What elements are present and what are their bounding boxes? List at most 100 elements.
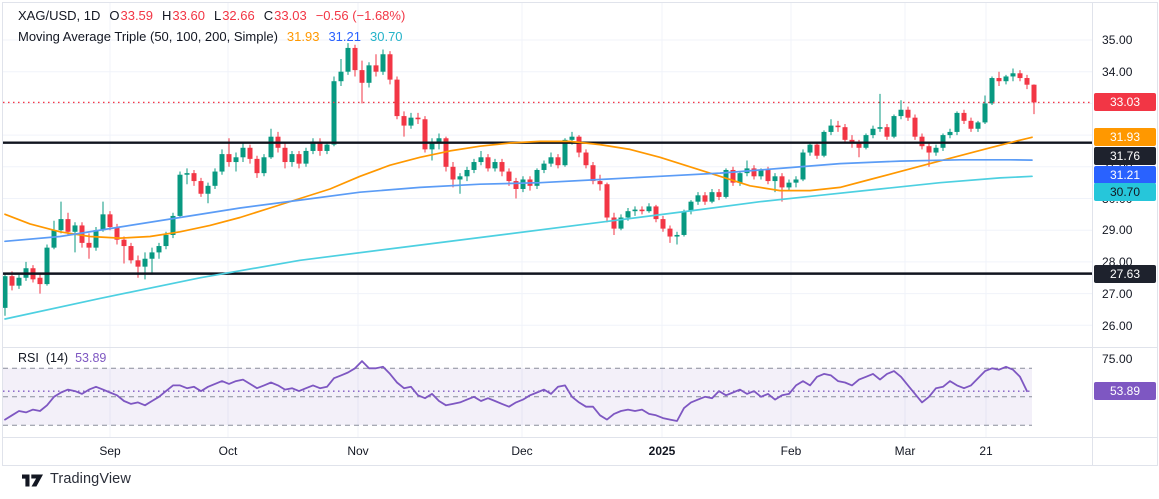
candle-body — [149, 252, 155, 259]
candle-body — [751, 168, 757, 177]
candle-body — [338, 71, 344, 82]
candle-body — [506, 171, 512, 182]
candle-body — [478, 157, 484, 163]
candle-body — [100, 214, 106, 231]
candle-body — [807, 144, 813, 153]
candle-body — [135, 260, 141, 267]
candle-body — [9, 276, 15, 286]
candle-body — [345, 47, 351, 72]
candle-body — [58, 219, 64, 231]
price-axis-label: 26.00 — [1102, 319, 1133, 333]
candle-body — [170, 215, 176, 235]
candle-body — [772, 176, 778, 182]
candle-body — [548, 157, 554, 164]
candle-body — [534, 169, 540, 186]
candle-body — [989, 78, 995, 104]
candle-body — [303, 150, 309, 164]
candle-body — [191, 173, 197, 182]
candle-body — [835, 125, 841, 128]
candle-body — [681, 211, 687, 235]
price-badge: 33.03 — [1094, 93, 1156, 111]
candle-body — [471, 162, 477, 170]
candle-body — [842, 127, 848, 140]
candle-body — [625, 211, 631, 218]
candle-body — [79, 225, 85, 243]
tradingview-logo-text: TradingView — [50, 471, 131, 487]
candle-body — [695, 195, 701, 202]
price-badge: 27.63 — [1094, 265, 1156, 283]
candle-body — [646, 206, 652, 212]
candle-body — [415, 117, 421, 120]
ma50-value: 31.93 — [286, 29, 320, 44]
candle-body — [674, 234, 680, 237]
ma-legend-label: Moving Average Triple (50, 100, 200, Sim… — [18, 29, 278, 44]
time-axis-label: Sep — [99, 444, 121, 458]
candle-body — [247, 147, 253, 159]
candle-body — [226, 154, 232, 163]
candle-body — [555, 157, 561, 166]
candle-body — [359, 70, 365, 83]
candle-body — [1017, 73, 1023, 79]
candle-body — [401, 116, 407, 126]
candle-body — [380, 54, 386, 72]
rsi-legend-period: (14) — [45, 351, 69, 365]
candle-body — [44, 247, 50, 285]
candle-body — [891, 116, 897, 137]
candle-body — [856, 143, 862, 148]
rsi-legend[interactable]: RSI (14) 53.89 — [18, 351, 106, 365]
candle-body — [583, 152, 589, 166]
candle-body — [156, 246, 162, 253]
candle-body — [793, 179, 799, 183]
candle-body — [261, 157, 267, 174]
candle-body — [779, 176, 785, 188]
ma-line — [4, 158, 1033, 243]
candle-body — [590, 165, 596, 182]
candle-body — [177, 174, 183, 216]
candle-body — [1010, 73, 1016, 77]
ohlc-open: O 33.59 — [109, 8, 154, 23]
candle-body — [996, 78, 1002, 82]
candle-body — [961, 112, 967, 121]
candle-body — [121, 239, 127, 247]
symbol-legend[interactable]: XAG/USD, 1D O 33.59 H 33.60 L 32.66 C 33.03 … — [18, 8, 405, 23]
candle-body — [485, 157, 491, 169]
candle-body — [184, 173, 190, 175]
tradingview-logo-icon — [22, 474, 43, 486]
candle-body — [212, 171, 218, 186]
candle-body — [632, 209, 638, 212]
price-axis[interactable]: 35.0034.0033.0032.0031.0030.0029.0028.00… — [1093, 0, 1159, 466]
candle-body — [429, 143, 435, 150]
candle-body — [513, 181, 519, 189]
time-axis-label: Dec — [511, 444, 533, 458]
candle-body — [457, 176, 463, 180]
price-axis-label: 34.00 — [1102, 65, 1133, 79]
price-badge: 31.76 — [1094, 147, 1156, 165]
candle-body — [331, 81, 337, 145]
candle-body — [163, 234, 169, 247]
candle-body — [408, 117, 414, 126]
candle-body — [373, 65, 379, 72]
ma-line — [4, 136, 1033, 239]
candle-body — [688, 201, 694, 212]
candle-body — [954, 112, 960, 132]
ma-legend[interactable]: Moving Average Triple (50, 100, 200, Sim… — [18, 29, 403, 44]
rsi-value: 53.89 — [75, 351, 107, 365]
candle-body — [142, 258, 148, 267]
candle-body — [65, 219, 71, 232]
candle-body — [310, 141, 316, 151]
candle-body — [940, 135, 946, 148]
candle-body — [114, 227, 120, 240]
time-axis-label: Mar — [894, 444, 916, 458]
candle-body — [926, 146, 932, 153]
price-axis-label: 35.00 — [1102, 33, 1133, 47]
tradingview-logo[interactable]: TradingView — [22, 471, 131, 487]
candle-body — [569, 136, 575, 140]
candle-body — [16, 277, 22, 286]
candle-body — [562, 139, 568, 166]
candle-body — [870, 128, 876, 136]
candle-body — [464, 169, 470, 177]
time-axis[interactable]: Sep Oct Nov Dec 2025 Feb Mar 21 — [0, 437, 1092, 466]
price-badge: 31.21 — [1094, 166, 1156, 184]
